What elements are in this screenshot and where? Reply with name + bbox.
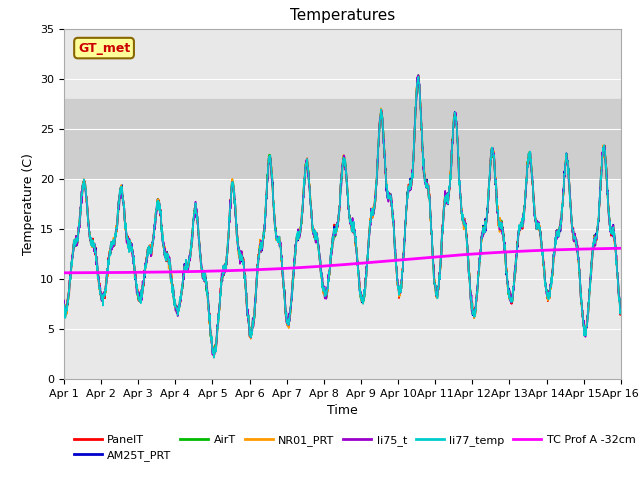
Text: GT_met: GT_met [78, 42, 130, 55]
Legend: PanelT, AM25T_PRT, AirT, NR01_PRT, li75_t, li77_temp, TC Prof A -32cm: PanelT, AM25T_PRT, AirT, NR01_PRT, li75_… [70, 430, 640, 466]
X-axis label: Time: Time [327, 405, 358, 418]
Title: Temperatures: Temperatures [290, 9, 395, 24]
Y-axis label: Temperature (C): Temperature (C) [22, 153, 35, 255]
Bar [64, 99, 621, 179]
